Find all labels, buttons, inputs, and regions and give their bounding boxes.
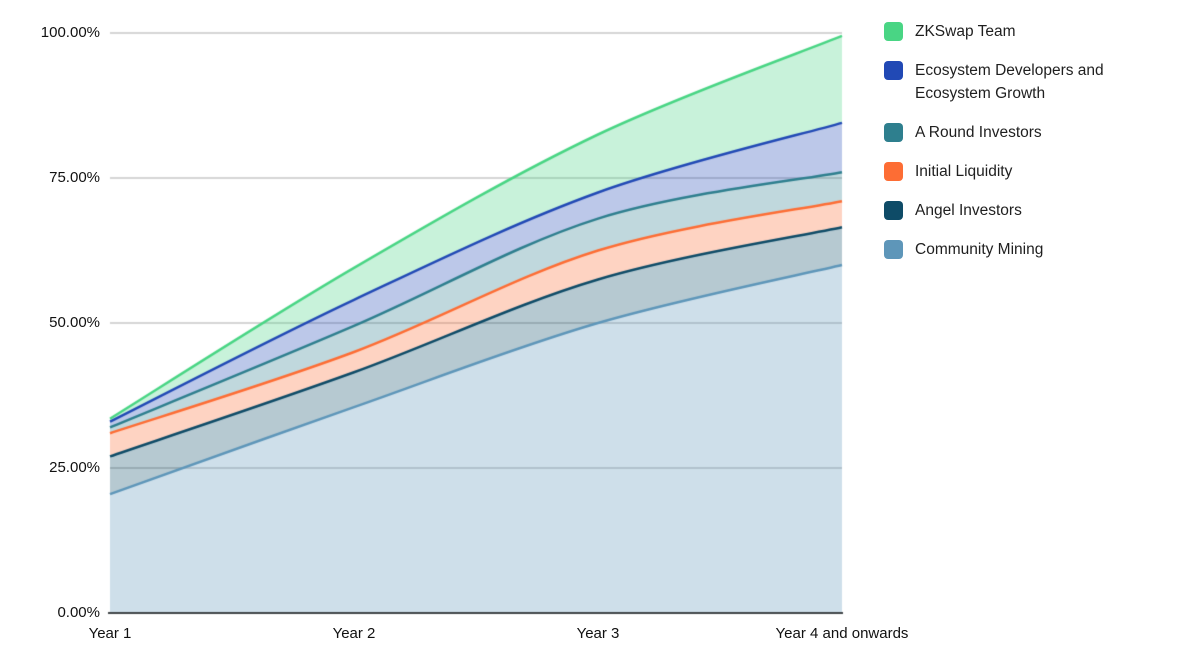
chart-legend: ZKSwap Team Ecosystem Developers and Eco… xyxy=(884,20,1155,261)
legend-item-label: A Round Investors xyxy=(915,124,1042,141)
legend-item-label: ZKSwap Team xyxy=(915,23,1016,40)
legend-color-swatch xyxy=(884,201,903,220)
legend-item: ZKSwap Team xyxy=(884,20,1155,43)
legend-item-label: Initial Liquidity xyxy=(915,163,1013,180)
legend-item: A Round Investors xyxy=(884,121,1155,144)
y-axis-tick-label: 50.00% xyxy=(49,314,100,331)
y-axis-tick-label: 25.00% xyxy=(49,459,100,476)
legend-item-label: Angel Investors xyxy=(915,202,1022,219)
x-axis-label: Year 4 and onwards xyxy=(775,625,909,642)
legend-color-swatch xyxy=(884,22,903,41)
legend-item: Community Mining xyxy=(884,238,1155,261)
y-axis-tick-label: 75.00% xyxy=(49,169,100,186)
legend-item-label: Community Mining xyxy=(915,241,1044,258)
legend-color-swatch xyxy=(884,162,903,181)
y-axis-tick-label: 100.00% xyxy=(40,24,100,41)
x-axis-label: Year 2 xyxy=(332,625,376,642)
y-axis-tick-label: 0.00% xyxy=(57,604,100,621)
legend-item: Ecosystem Developers and Ecosystem Growt… xyxy=(884,59,1155,105)
legend-item: Angel Investors xyxy=(884,199,1155,222)
x-axis-label: Year 1 xyxy=(88,625,132,642)
legend-color-swatch xyxy=(884,240,903,259)
legend-item-label: Ecosystem Developers and Ecosystem Growt… xyxy=(915,62,1104,102)
legend-color-swatch xyxy=(884,61,903,80)
legend-item: Initial Liquidity xyxy=(884,160,1155,183)
legend-color-swatch xyxy=(884,123,903,142)
x-axis-label: Year 3 xyxy=(576,625,620,642)
